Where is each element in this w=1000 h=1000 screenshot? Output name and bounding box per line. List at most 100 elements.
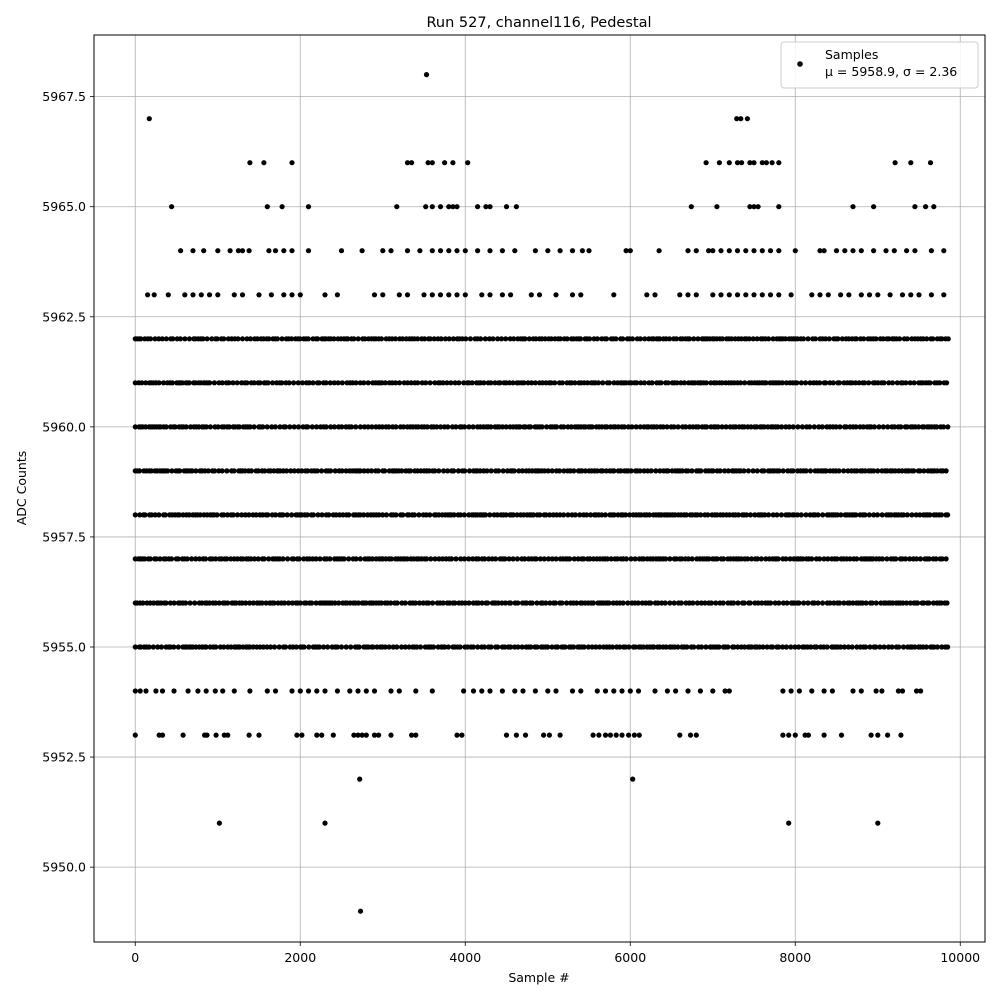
sample-point (664, 688, 671, 694)
sample-point (543, 600, 549, 606)
sample-point (437, 248, 444, 254)
sample-point (315, 512, 321, 518)
sample-point (837, 424, 843, 430)
sample-point (934, 424, 940, 430)
sample-point (161, 380, 167, 386)
sample-point (263, 600, 269, 606)
sample-point (673, 336, 680, 342)
sample-point (414, 644, 420, 650)
sample-point (197, 512, 203, 518)
sample-point (556, 468, 563, 474)
sample-point (147, 336, 154, 342)
sample-point (306, 644, 312, 650)
sample-point (715, 424, 721, 430)
sample-point (691, 644, 697, 650)
sample-point (429, 204, 435, 210)
sample-point (614, 556, 621, 562)
sample-point (508, 600, 514, 606)
sample-point (361, 512, 367, 518)
sample-point (357, 908, 364, 914)
sample-point (515, 644, 521, 650)
sample-point (201, 248, 207, 254)
sample-point (792, 644, 798, 650)
sample-point (448, 380, 454, 386)
sample-point (528, 292, 534, 298)
sample-point (461, 556, 468, 562)
sample-point (834, 556, 840, 562)
sample-point (812, 336, 819, 342)
sample-point (479, 600, 485, 606)
sample-point (779, 424, 785, 430)
sample-point (503, 732, 510, 738)
sample-point (309, 600, 315, 606)
sample-point (280, 512, 286, 518)
sample-point (467, 336, 473, 342)
sample-point (291, 380, 297, 386)
sample-point (495, 336, 501, 342)
sample-point (783, 556, 789, 562)
sample-point (363, 732, 369, 738)
sample-point (623, 556, 630, 562)
sample-point (557, 336, 564, 342)
sample-point (754, 468, 760, 474)
sample-point (629, 424, 635, 430)
sample-point (246, 732, 252, 738)
sample-point (150, 644, 156, 650)
sample-point (272, 688, 279, 694)
sample-point (183, 424, 189, 430)
sample-point (549, 468, 555, 474)
sample-point (677, 732, 683, 738)
sample-point (850, 248, 856, 254)
sample-point (296, 556, 302, 562)
sample-point (457, 644, 463, 650)
sample-point (829, 688, 836, 694)
sample-point (686, 336, 693, 342)
sample-point (314, 424, 320, 430)
sample-point (866, 292, 873, 298)
sample-point (846, 292, 852, 298)
sample-point (361, 468, 367, 474)
sample-point (305, 248, 312, 254)
sample-point (356, 644, 362, 650)
sample-point (322, 820, 328, 826)
sample-point (382, 644, 388, 650)
sample-point (295, 424, 302, 430)
sample-point (826, 336, 832, 342)
sample-point (751, 204, 757, 210)
sample-point (423, 72, 430, 78)
sample-point (226, 380, 232, 386)
sample-point (690, 600, 696, 606)
sample-point (487, 688, 493, 694)
sample-point (394, 600, 400, 606)
sample-point (339, 424, 345, 430)
sample-point (807, 424, 813, 430)
sample-point (299, 468, 305, 474)
sample-point (628, 468, 634, 474)
sample-point (539, 424, 545, 430)
sample-point (663, 556, 669, 562)
sample-point (461, 512, 467, 518)
sample-point (743, 248, 749, 254)
sample-point (927, 160, 934, 166)
sample-point (600, 468, 606, 474)
sample-point (899, 688, 906, 694)
sample-point (343, 644, 349, 650)
sample-point (205, 468, 211, 474)
sample-point (667, 556, 673, 562)
sample-point (497, 380, 503, 386)
sample-point (875, 468, 881, 474)
sample-point (155, 644, 161, 650)
sample-point (825, 292, 831, 298)
sample-point (751, 292, 757, 298)
sample-point (341, 556, 347, 562)
sample-point (783, 644, 790, 650)
sample-point (216, 820, 222, 826)
sample-point (714, 204, 720, 210)
sample-point (795, 424, 801, 430)
sample-point (642, 336, 648, 342)
sample-point (698, 600, 705, 606)
sample-point (809, 556, 815, 562)
sample-point (866, 512, 872, 518)
sample-point (602, 512, 609, 518)
sample-point (788, 644, 794, 650)
